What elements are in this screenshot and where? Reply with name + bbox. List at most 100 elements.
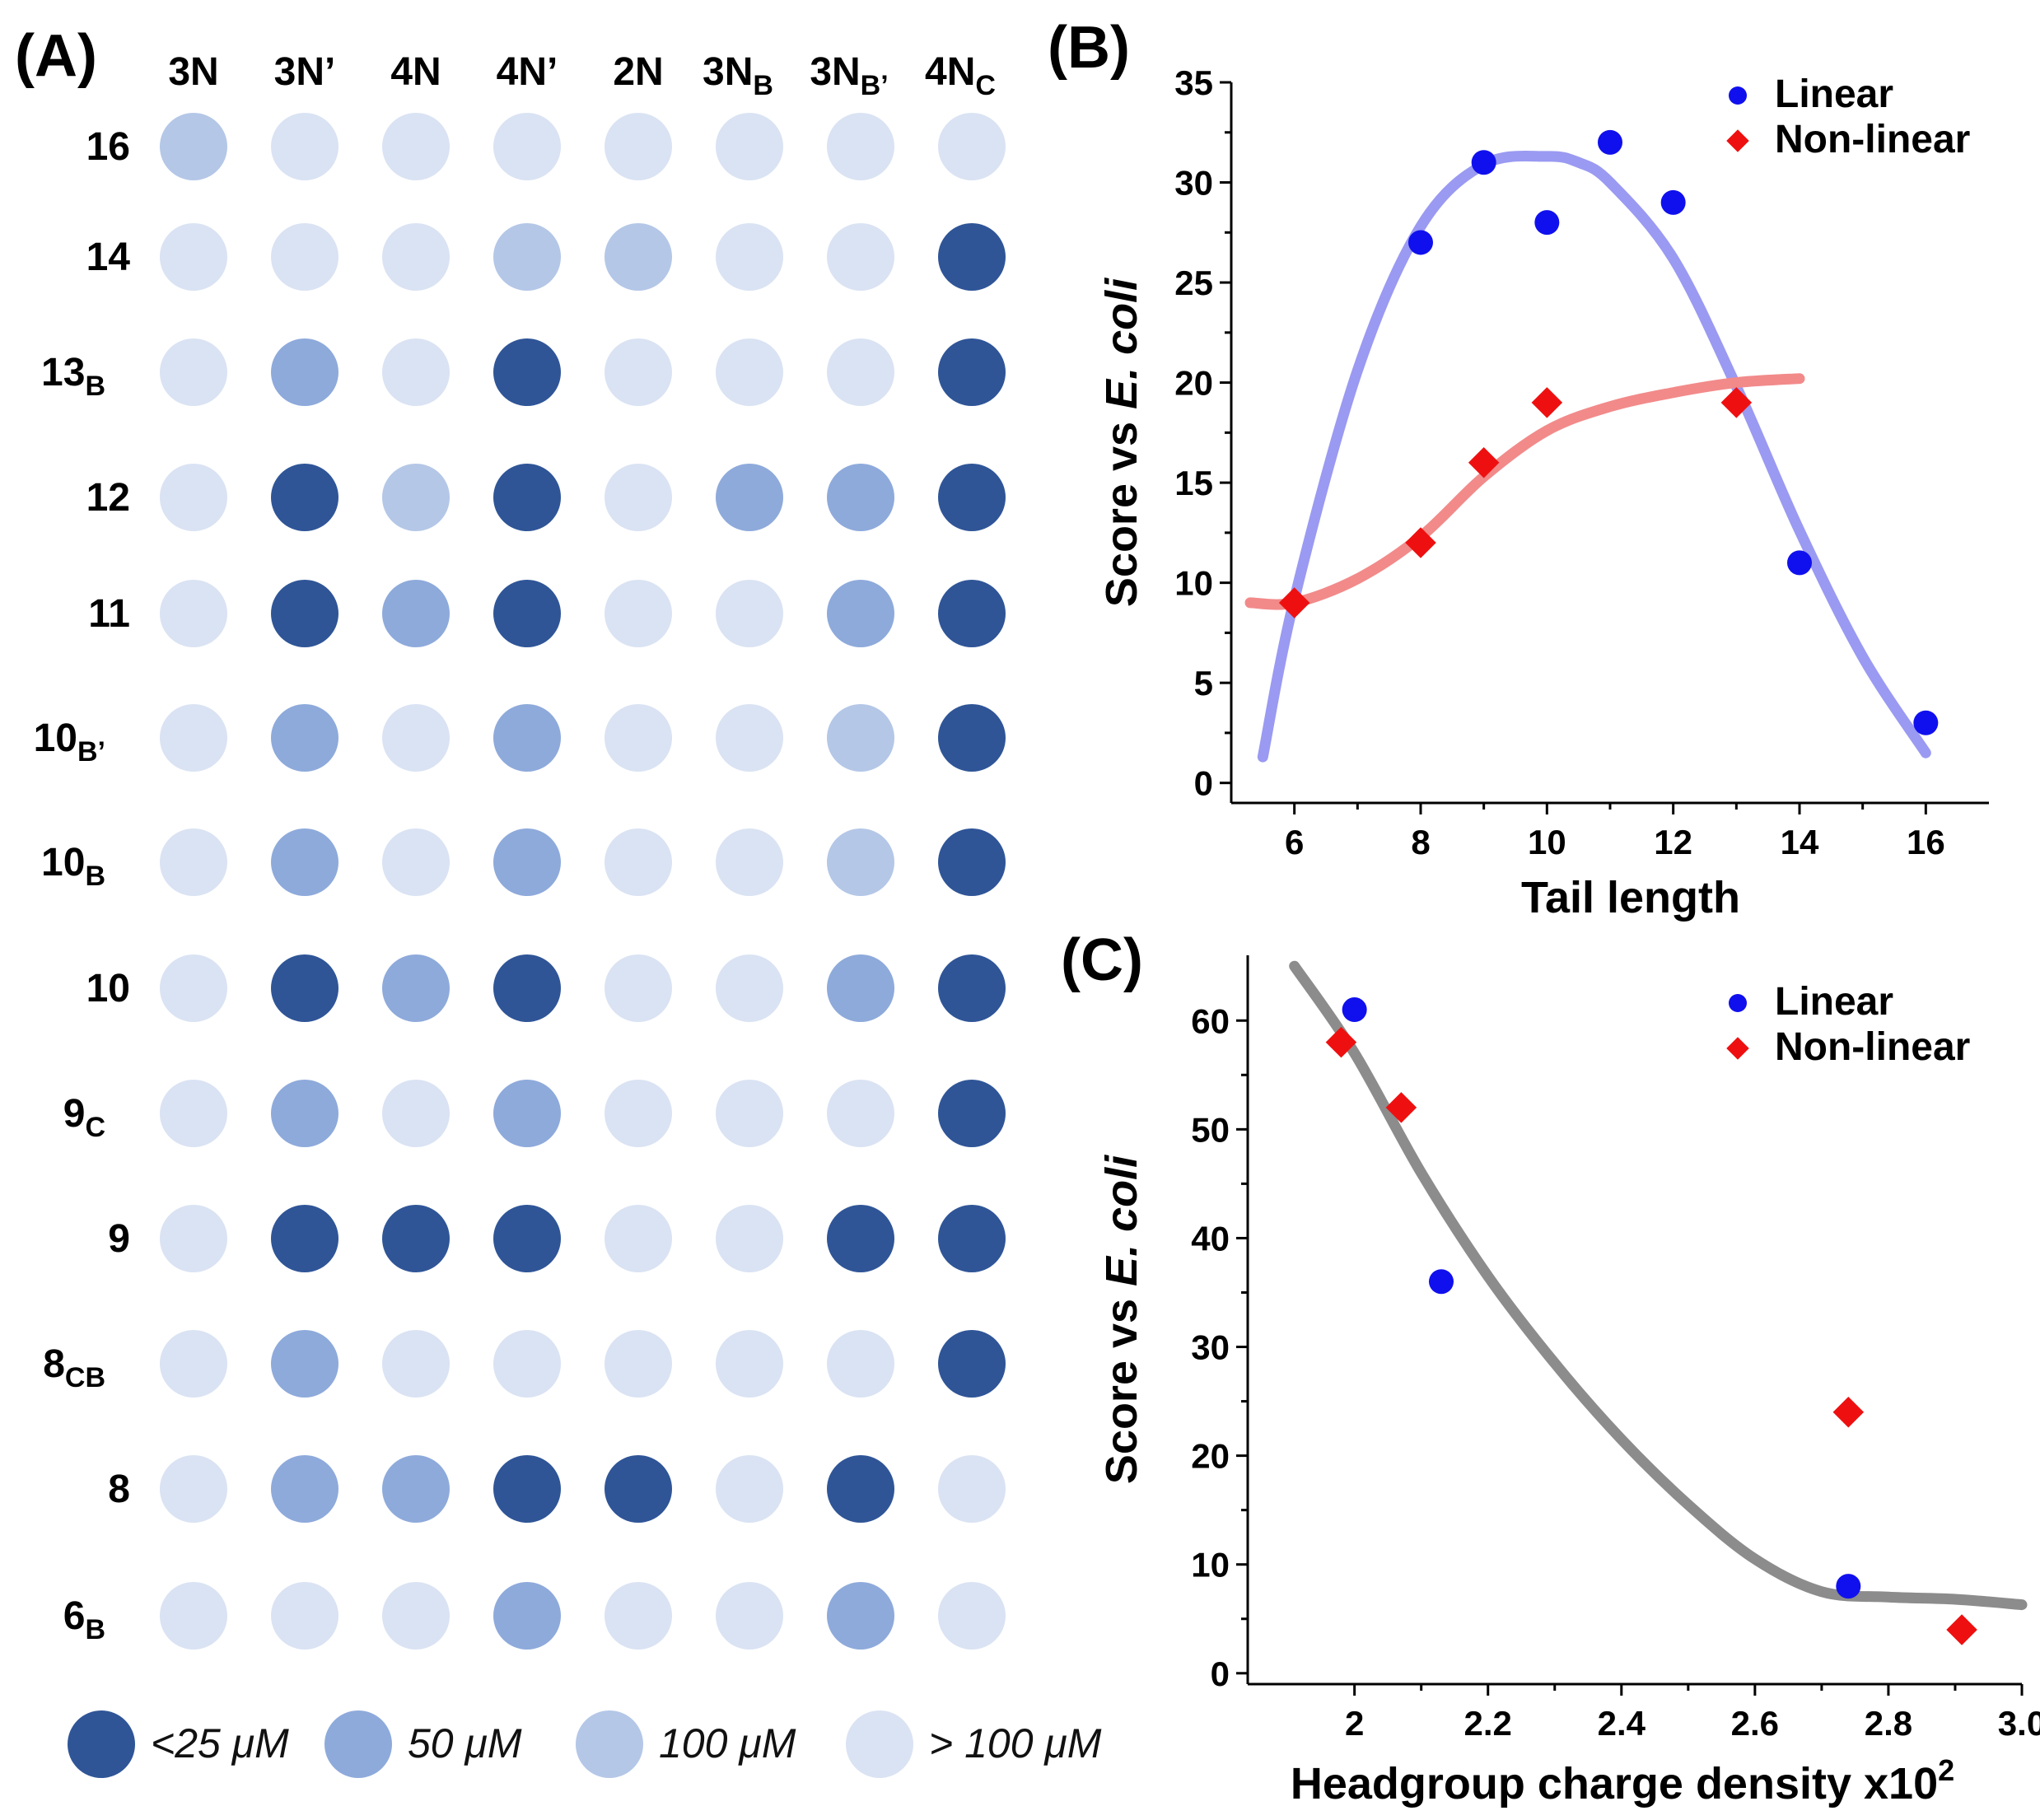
fit-line-2 — [1244, 373, 1805, 610]
column-label-2-main: 3N’ — [274, 50, 336, 94]
row-label-6-main: 10 — [34, 716, 77, 760]
heatmap-cell-r11-c8 — [938, 1330, 1006, 1398]
row-label-3: 13B — [41, 351, 105, 402]
heatmap-cell-r3-c3 — [382, 338, 450, 406]
heatmap-cell-r2-c1 — [160, 223, 227, 291]
x-axis-title-main: Tail length — [1521, 873, 1740, 922]
heatmap-cell-r8-c1 — [160, 954, 227, 1022]
point-series2-2 — [1405, 527, 1436, 558]
heatmap-cell-r13-c8 — [938, 1582, 1006, 1650]
heatmap-cell-r10-c4 — [493, 1205, 561, 1272]
y-axis-title-italic: E. coli — [1097, 1155, 1146, 1286]
y-tick-label-3: 10 — [1174, 564, 1213, 603]
point-series1-3 — [1534, 210, 1560, 236]
y-axis-title-prefix: Score vs — [1097, 409, 1146, 607]
heatmap-cell-r3-c4 — [493, 338, 561, 406]
heatmap-cell-r11-c1 — [160, 1330, 227, 1398]
heatmap-cell-r5-c2 — [271, 580, 338, 647]
column-label-6: 3NB — [703, 50, 773, 101]
x-tick-label-6: 16 — [1907, 823, 1945, 861]
x-tick-label-5: 14 — [1781, 823, 1819, 861]
heatmap-cell-r9-c7 — [827, 1080, 894, 1147]
heatmap-cell-r11-c4 — [493, 1330, 561, 1398]
heatmap-cell-r8-c4 — [493, 954, 561, 1022]
row-label-3-sub: B — [85, 371, 105, 402]
heatmap-cell-r4-c1 — [160, 464, 227, 531]
point-series1-5 — [1660, 189, 1686, 215]
heatmap-cell-r3-c7 — [827, 338, 894, 406]
heatmap-cell-r1-c6 — [716, 113, 783, 180]
column-label-8-main: 4N — [925, 50, 975, 94]
heatmap-cell-r6-c1 — [160, 704, 227, 772]
point-series2-1 — [1278, 587, 1310, 618]
heatmap-cell-r4-c3 — [382, 464, 450, 531]
heatmap-cell-r9-c5 — [605, 1080, 672, 1147]
column-label-3-main: 4N — [390, 50, 441, 94]
row-label-10: 9 — [108, 1217, 130, 1261]
heatmap-cell-r11-c6 — [716, 1330, 783, 1398]
heatmap-color-key: <25 μM 50 μM 100 μM > 100 μM — [68, 1710, 1102, 1778]
heatmap-cell-r7-c2 — [271, 828, 338, 896]
x-tick-label-2: 2.2 — [1464, 1704, 1512, 1743]
heatmap-cell-r13-c5 — [605, 1582, 672, 1650]
legend-label-2: Non-linear — [1775, 118, 1970, 161]
column-label-2: 3N’ — [274, 50, 336, 94]
heatmap-cell-r1-c8 — [938, 113, 1006, 180]
row-label-4-main: 12 — [86, 476, 130, 520]
heatmap-cell-r12-c4 — [493, 1455, 561, 1523]
heatmap-cell-r4-c7 — [827, 464, 894, 531]
key-label-1: <25 μM — [151, 1720, 289, 1766]
point-series2-4 — [1946, 1614, 1977, 1645]
heatmap-cell-r1-c4 — [493, 113, 561, 180]
heatmap-cell-r13-c4 — [493, 1582, 561, 1650]
heatmap-cell-r1-c1 — [160, 113, 227, 180]
row-label-6: 10B’ — [34, 716, 105, 768]
point-series2-2 — [1385, 1092, 1417, 1123]
x-tick-label-4: 12 — [1654, 823, 1692, 861]
heatmap-cell-r12-c6 — [716, 1455, 783, 1523]
y-axis-title-prefix: Score vs — [1097, 1286, 1146, 1484]
heatmap-cell-r13-c6 — [716, 1582, 783, 1650]
row-label-8-main: 10 — [86, 967, 130, 1010]
heatmap-cell-r6-c8 — [938, 704, 1006, 772]
x-axis-title-main: Headgroup charge density x10 — [1291, 1759, 1938, 1808]
column-label-1-main: 3N — [168, 50, 218, 94]
x-axis-title: Headgroup charge density x102 — [1291, 1753, 1954, 1808]
heatmap-cell-r10-c2 — [271, 1205, 338, 1272]
heatmap-cell-r10-c8 — [938, 1205, 1006, 1272]
row-label-6-sub: B’ — [77, 736, 105, 768]
heatmap-cell-r3-c5 — [605, 338, 672, 406]
heatmap-cell-r12-c3 — [382, 1455, 450, 1523]
heatmap-cell-r6-c6 — [716, 704, 783, 772]
y-tick-label-3: 20 — [1191, 1437, 1230, 1476]
x-tick-label-6: 3.0 — [1998, 1704, 2040, 1743]
heatmap-cell-r5-c6 — [716, 580, 783, 647]
heatmap-cell-r1-c3 — [382, 113, 450, 180]
panel-c-charge-density-chart: (C) 0 10 20 30 40 50 60 2 2.2 2.4 2.6 2.8 3.0 Headgro… — [1061, 927, 2040, 1808]
row-label-7: 10B — [41, 841, 105, 892]
heatmap-cell-r13-c7 — [827, 1582, 894, 1650]
column-label-6-sub: B — [753, 70, 773, 101]
heatmap-cell-r1-c2 — [271, 113, 338, 180]
panel-label-a: (A) — [15, 23, 97, 89]
heatmap-cell-r10-c1 — [160, 1205, 227, 1272]
heatmap-cell-r6-c3 — [382, 704, 450, 772]
y-tick-label-7: 60 — [1191, 1001, 1230, 1040]
heatmap-cell-r2-c8 — [938, 223, 1006, 291]
heatmap-cell-r11-c3 — [382, 1330, 450, 1398]
fit-line-1 — [1257, 150, 1931, 763]
y-tick-label-2: 10 — [1191, 1546, 1230, 1584]
heatmap-cell-r3-c2 — [271, 338, 338, 406]
panel-b-tail-length-chart: (B) 0 5 10 15 20 25 30 35 6 8 10 12 14 16 Tail length S… — [1048, 15, 1989, 922]
row-label-1-main: 16 — [86, 125, 130, 169]
x-tick-label-3: 10 — [1528, 823, 1566, 861]
point-series1-7 — [1913, 710, 1939, 735]
heatmap-cell-r12-c2 — [271, 1455, 338, 1523]
heatmap-cell-r8-c8 — [938, 954, 1006, 1022]
heatmap-cells — [160, 113, 1006, 1650]
row-label-7-sub: B — [85, 861, 105, 892]
x-tick-label-2: 8 — [1411, 823, 1430, 861]
y-tick-label-5: 40 — [1191, 1219, 1230, 1258]
y-tick-label-6: 50 — [1191, 1110, 1230, 1149]
